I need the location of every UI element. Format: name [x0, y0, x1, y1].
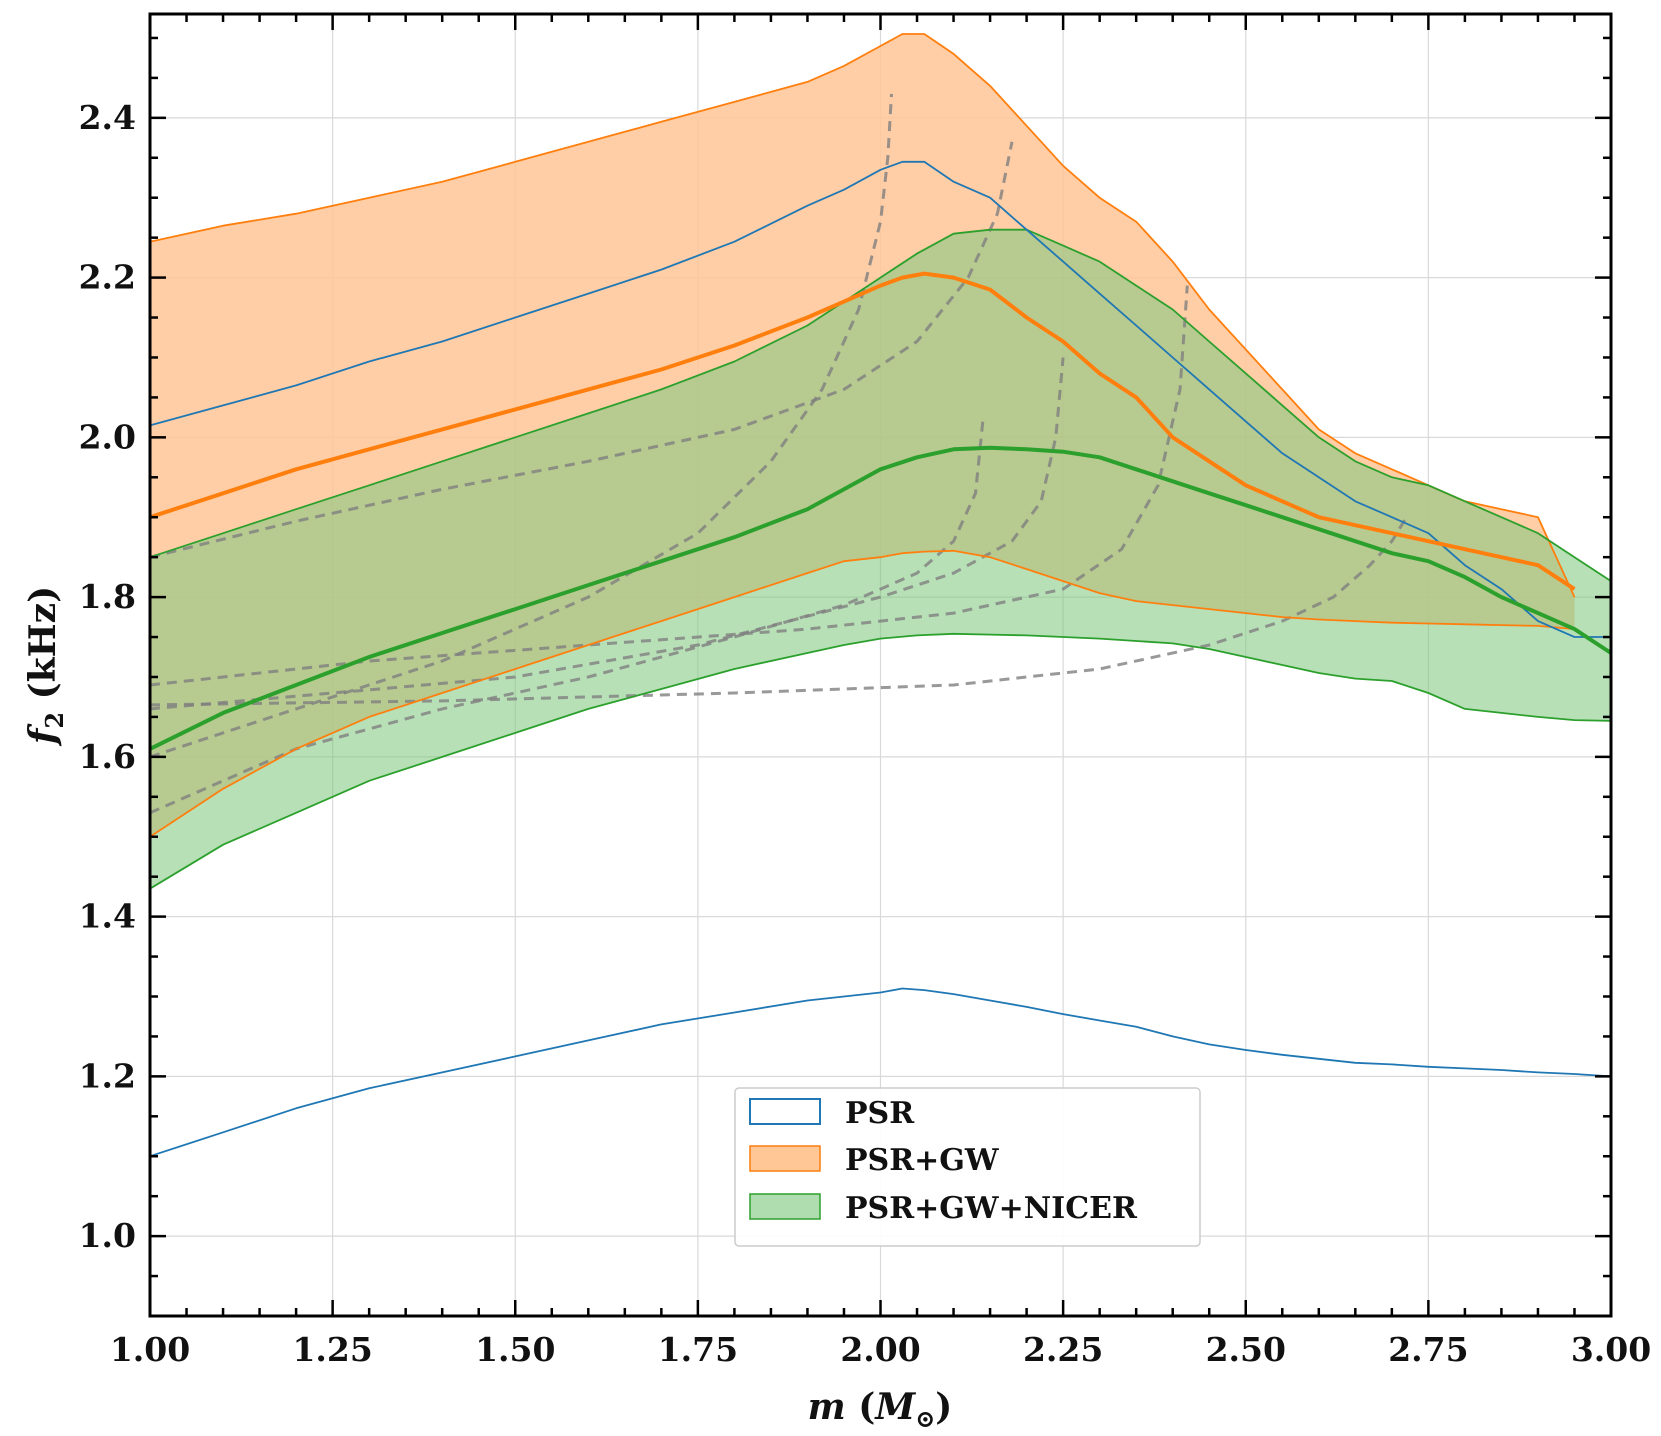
legend-label-psr-gw: PSR+GW: [845, 1143, 1000, 1178]
y-tick-label-5: 2.0: [79, 417, 136, 456]
dashed-curve-1: [149, 141, 1014, 559]
legend-swatch-psr: [749, 1098, 821, 1125]
y-tick-label-6: 2.2: [79, 258, 136, 297]
y-tick-label-3: 1.6: [79, 737, 136, 776]
legend: PSR PSR+GW PSR+GW+NICER: [734, 1087, 1201, 1247]
y-tick-label-2: 1.4: [79, 897, 136, 936]
x-tick-label-8: 3.00: [1571, 1330, 1651, 1369]
legend-label-psr: PSR: [845, 1096, 915, 1131]
x-axis-label: m (M⊙): [808, 1386, 953, 1433]
psr-gw-median-line: [149, 271, 1576, 591]
legend-label-psr-gw-nicer: PSR+GW+NICER: [845, 1191, 1138, 1226]
y-tick-label-0: 1.0: [79, 1216, 136, 1255]
dashed-curve-0: [149, 93, 893, 759]
dashed-curve-4: [149, 285, 1189, 687]
x-tick-labels: 1.00 1.25 1.50 1.75 2.00 2.25 2.50 2.75 3.00: [110, 1330, 1651, 1369]
x-tick-label-2: 1.50: [475, 1330, 555, 1369]
y-tick-label-7: 2.4: [79, 98, 136, 137]
y-axis-label: f2 (kHz): [22, 586, 69, 747]
y-tick-label-1: 1.2: [79, 1056, 136, 1095]
psr-gw-lower-edge: [149, 549, 1575, 838]
y-tick-label-4: 1.8: [79, 577, 136, 616]
legend-swatch-psr-gw-nicer: [749, 1193, 821, 1220]
x-tick-label-3: 1.75: [658, 1330, 738, 1369]
data-lines: [149, 33, 1613, 1158]
psr-lower-edge: [149, 987, 1612, 1158]
x-tick-label-1: 1.25: [292, 1330, 372, 1369]
psr-gw-nicer-lower-edge: [149, 632, 1612, 890]
data-bands: [150, 34, 1611, 889]
reference-dashed-curves: [149, 93, 1408, 815]
dashed-curve-5: [149, 516, 1408, 707]
x-tick-label-5: 2.25: [1023, 1330, 1103, 1369]
band-psr-gw-nicer: [150, 229, 1611, 889]
psr-gw-upper-edge: [149, 33, 1576, 598]
legend-box: [734, 1087, 1201, 1247]
x-tick-label-7: 2.75: [1388, 1330, 1468, 1369]
x-tick-label-6: 2.50: [1206, 1330, 1286, 1369]
psr-gw-nicer-upper-edge: [149, 228, 1612, 582]
y-tick-labels: 1.0 1.2 1.4 1.6 1.8 2.0 2.2 2.4: [79, 98, 136, 1255]
x-tick-label-4: 2.00: [840, 1330, 920, 1369]
dashed-curve-3: [149, 357, 1065, 711]
axis-ticks: [148, 14, 1613, 1318]
x-tick-label-0: 1.00: [110, 1330, 190, 1369]
legend-swatch-psr-gw: [749, 1145, 821, 1172]
psr-upper-edge: [149, 160, 1611, 638]
psr-gw-nicer-median-line: [149, 445, 1613, 751]
